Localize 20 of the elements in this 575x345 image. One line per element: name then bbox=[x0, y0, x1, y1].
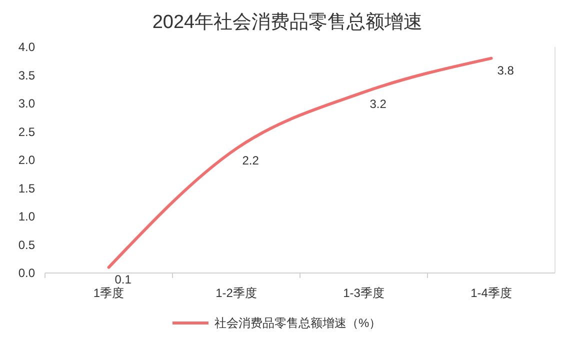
y-tick-label: 0.5 bbox=[18, 238, 36, 252]
y-tick-label: 2.0 bbox=[18, 153, 36, 168]
y-tick-label: 0.0 bbox=[18, 266, 36, 280]
y-tick-label: 3.0 bbox=[18, 96, 36, 111]
data-label: 0.1 bbox=[114, 272, 132, 286]
x-tick-label: 1-4季度 bbox=[470, 286, 512, 300]
data-label: 3.2 bbox=[370, 97, 387, 112]
line-series bbox=[107, 56, 493, 269]
y-tick-label: 2.5 bbox=[18, 124, 36, 139]
data-label: 3.8 bbox=[497, 63, 514, 78]
y-tick-label: 1.0 bbox=[18, 210, 36, 224]
y-tick-label: 3.5 bbox=[18, 68, 36, 82]
y-tick-label: 4.0 bbox=[18, 40, 36, 54]
y-tick-label: 1.5 bbox=[18, 181, 36, 196]
x-tick-label: 1-2季度 bbox=[216, 286, 257, 300]
x-tick-label: 1-3季度 bbox=[343, 286, 384, 300]
x-tick-label: 1季度 bbox=[93, 286, 124, 300]
chart-title: 2024年社会消费品零售总额增速 bbox=[152, 11, 423, 33]
data-label: 2.2 bbox=[242, 154, 260, 168]
legend-label: 社会消费品零售总额增速（%） bbox=[214, 316, 382, 330]
